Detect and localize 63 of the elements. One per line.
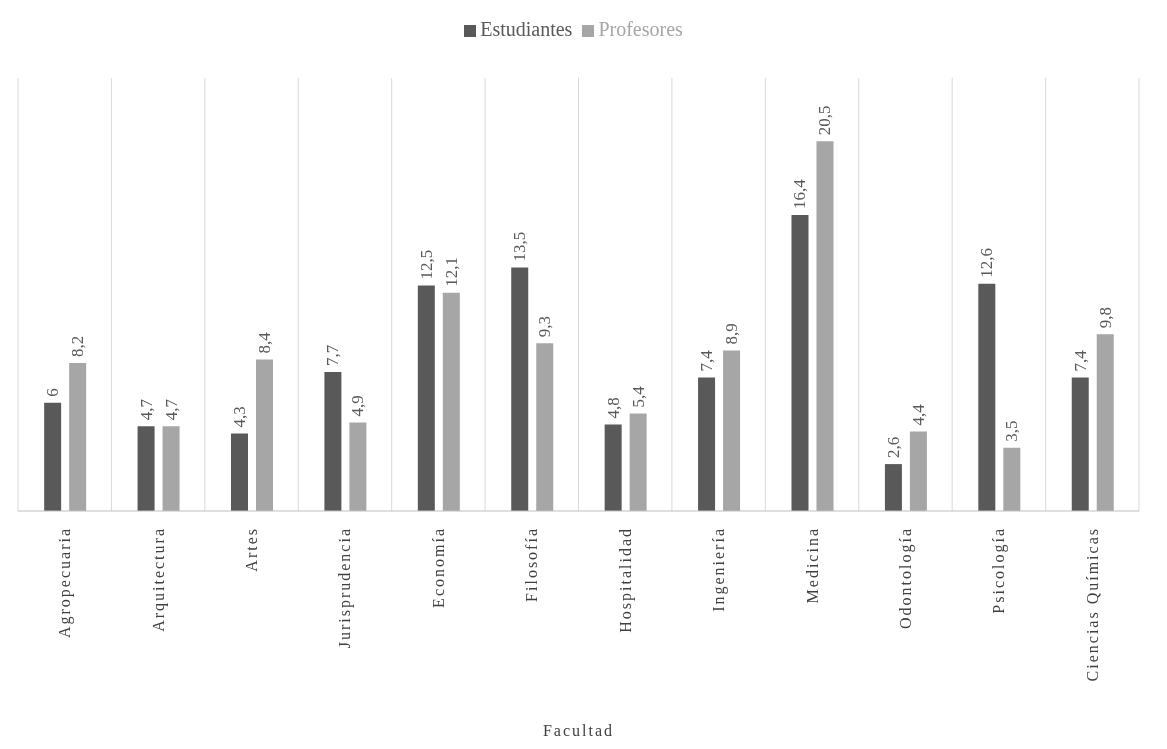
bar <box>511 267 529 511</box>
data-label: 7,4 <box>1070 349 1090 372</box>
x-tick-label: Odontología <box>896 527 915 629</box>
bar <box>629 413 647 511</box>
bar <box>137 426 155 511</box>
x-tick-label: Medicina <box>803 527 821 604</box>
x-tick-label: Hospitalidad <box>616 527 635 633</box>
bar <box>230 433 248 511</box>
bar <box>604 424 622 511</box>
data-label: 6 <box>43 388 63 397</box>
x-tick-label: Filosofía <box>523 527 541 602</box>
data-label: 12,1 <box>441 256 461 287</box>
x-tick-label: Psicología <box>990 527 1009 614</box>
bar <box>536 343 554 511</box>
bar <box>698 377 716 511</box>
bar <box>417 285 435 511</box>
x-tick-label: Economía <box>429 527 447 608</box>
bar <box>255 359 273 511</box>
bar <box>162 426 180 511</box>
x-tick-label: Jurisprudencia <box>336 527 355 649</box>
x-tick-label: Artes <box>243 527 261 572</box>
data-label: 13,5 <box>510 231 530 262</box>
data-label: 4,3 <box>229 406 249 428</box>
data-label: 7,4 <box>697 349 717 372</box>
data-label: 12,6 <box>977 247 997 278</box>
data-label: 16,4 <box>790 178 810 210</box>
data-label: 8,9 <box>722 323 742 345</box>
bar <box>44 402 62 511</box>
data-label: 8,4 <box>254 331 274 354</box>
x-tick-label: Agropecuaria <box>56 527 75 639</box>
bar <box>324 372 342 511</box>
x-tick-label: Ingeniería <box>710 527 729 612</box>
bar <box>442 292 460 511</box>
data-label: 12,5 <box>416 249 436 280</box>
x-axis-title: Facultad <box>542 722 615 739</box>
data-label: 4,9 <box>348 395 368 417</box>
data-label: 3,5 <box>1002 420 1022 442</box>
bar <box>884 464 902 511</box>
data-label: 8,2 <box>68 335 88 358</box>
data-label: 4,7 <box>161 398 181 421</box>
bar <box>349 422 367 511</box>
data-label: 5,4 <box>628 385 648 408</box>
legend-label: Estudiantes <box>480 18 573 40</box>
bar <box>69 363 87 511</box>
data-label: 4,7 <box>136 398 156 421</box>
bar <box>978 283 996 511</box>
data-label: 20,5 <box>815 105 835 136</box>
bar <box>1071 377 1089 511</box>
data-label: 4,4 <box>908 403 928 426</box>
legend-label: Profesores <box>598 18 683 40</box>
x-tick-label: Arquitectura <box>149 527 168 632</box>
bar <box>816 141 834 511</box>
bar <box>723 350 741 511</box>
data-label: 2,6 <box>883 436 903 459</box>
bar <box>1003 447 1021 511</box>
data-label: 9,3 <box>535 315 555 338</box>
bar <box>1096 334 1114 511</box>
bar <box>791 215 809 511</box>
data-label: 7,7 <box>323 344 343 367</box>
data-label: 4,8 <box>603 397 623 419</box>
x-tick-label: Ciencias Químicas <box>1083 527 1101 682</box>
bar <box>909 431 927 511</box>
data-label: 9,8 <box>1095 306 1115 329</box>
